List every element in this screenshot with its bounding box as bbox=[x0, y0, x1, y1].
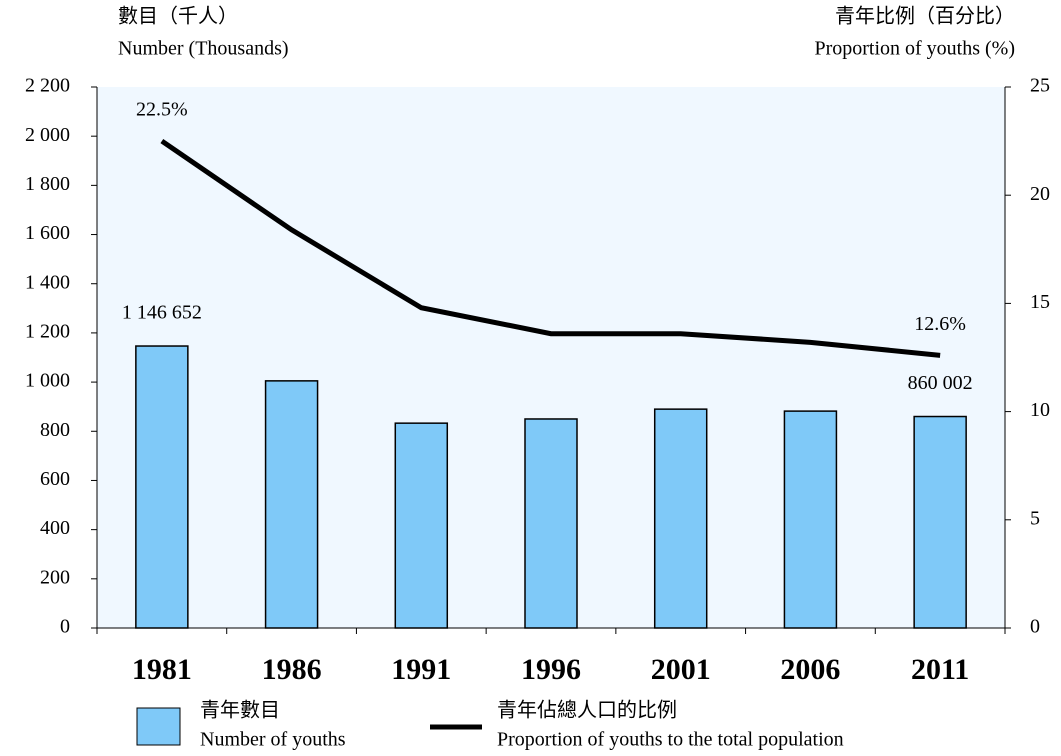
bar-value-label: 860 002 bbox=[908, 372, 973, 394]
y2-tick-label: 10 bbox=[1030, 399, 1050, 421]
y-axis-label: Number (Thousands) bbox=[118, 38, 289, 60]
y2-tick-label: 20 bbox=[1030, 183, 1050, 205]
bar bbox=[913, 415, 967, 629]
y-tick-label: 400 bbox=[40, 517, 70, 539]
bar-value-label: 1 146 652 bbox=[122, 302, 202, 324]
x-tick-label: 1991 bbox=[391, 653, 451, 686]
y-axis-label: 數目（千人） bbox=[118, 5, 238, 28]
x-tick-label: 2011 bbox=[911, 653, 969, 686]
x-tick-label: 1996 bbox=[521, 653, 581, 686]
legend-label: 青年數目 bbox=[200, 699, 280, 722]
legend-label: 青年佔總人口的比例 bbox=[497, 699, 677, 722]
y-tick-label: 2 200 bbox=[25, 75, 70, 97]
bar bbox=[653, 408, 708, 629]
legend-label: Number of youths bbox=[200, 729, 346, 751]
bar bbox=[524, 418, 578, 629]
bar bbox=[783, 410, 838, 629]
x-tick-label: 1986 bbox=[262, 653, 322, 686]
y2-tick-label: 0 bbox=[1030, 616, 1040, 638]
y-tick-label: 1 000 bbox=[25, 370, 70, 392]
y-tick-label: 1 400 bbox=[25, 271, 70, 293]
y-tick-label: 1 200 bbox=[25, 321, 70, 343]
y2-tick-label: 5 bbox=[1030, 507, 1040, 529]
y2-axis-label: Proportion of youths (%) bbox=[814, 38, 1015, 60]
legend-swatch bbox=[136, 707, 181, 746]
y-tick-label: 800 bbox=[40, 419, 70, 441]
x-tick-label: 1981 bbox=[132, 653, 192, 686]
bar bbox=[264, 380, 319, 629]
legend-label: Proportion of youths to the total popula… bbox=[497, 729, 844, 751]
y2-axis-label: 青年比例（百分比） bbox=[835, 5, 1015, 28]
y-tick-label: 1 600 bbox=[25, 222, 70, 244]
y-tick-label: 1 800 bbox=[25, 173, 70, 195]
y2-tick-label: 15 bbox=[1030, 291, 1050, 313]
y-tick-label: 0 bbox=[60, 616, 70, 638]
line-value-label: 12.6% bbox=[914, 313, 966, 335]
y-tick-label: 2 000 bbox=[25, 124, 70, 146]
y-tick-label: 600 bbox=[40, 468, 70, 490]
y-tick-label: 200 bbox=[40, 566, 70, 588]
bar bbox=[135, 345, 189, 629]
x-tick-label: 2001 bbox=[651, 653, 711, 686]
line-value-label: 22.5% bbox=[136, 99, 188, 121]
x-tick-label: 2006 bbox=[780, 653, 840, 686]
line bbox=[160, 139, 941, 358]
y2-tick-label: 25 bbox=[1030, 75, 1050, 97]
bar bbox=[394, 422, 449, 629]
